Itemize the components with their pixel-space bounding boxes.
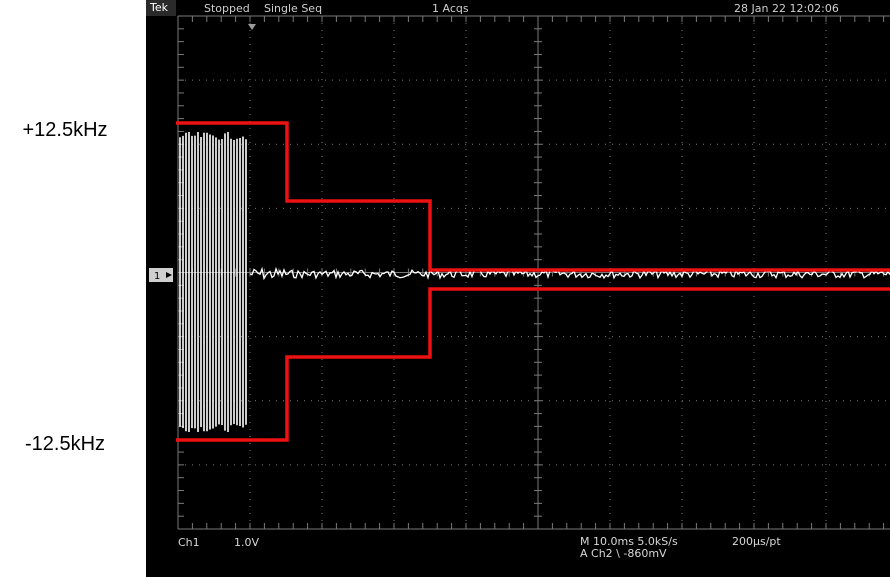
graticule: 1 [149, 15, 890, 530]
channel-marker-arrow-icon [166, 272, 172, 278]
trigger-readout: A Ch2 \ -860mV [580, 547, 667, 560]
channel-marker-box [149, 268, 173, 282]
signal-burst [179, 132, 247, 432]
resolution-readout: 200µs/pt [732, 535, 781, 548]
channel-name: Ch1 [178, 536, 200, 549]
mask-lower-limit [176, 287, 890, 442]
upper-limit-label: +12.5kHz [22, 119, 108, 141]
capture-datetime: 28 Jan 22 12:02:06 [734, 2, 839, 15]
trigger-position-marker [248, 24, 256, 30]
brand-label: Tek [146, 0, 176, 16]
horizontal-readout: M 10.0ms 5.0kS/s [580, 535, 678, 548]
oscilloscope-screen: Tek Stopped Single Seq 1 Acqs 28 Jan 22 … [146, 0, 890, 577]
acquisition-state: Stopped [204, 2, 250, 15]
channel-marker-label: 1 [154, 271, 160, 282]
acquisition-mode: Single Seq [264, 2, 323, 15]
acquisition-count: 1 Acqs [432, 2, 469, 15]
channel-scale: 1.0V [234, 536, 260, 549]
mask-upper-limit [176, 121, 890, 272]
lower-limit-label: -12.5kHz [24, 433, 106, 455]
